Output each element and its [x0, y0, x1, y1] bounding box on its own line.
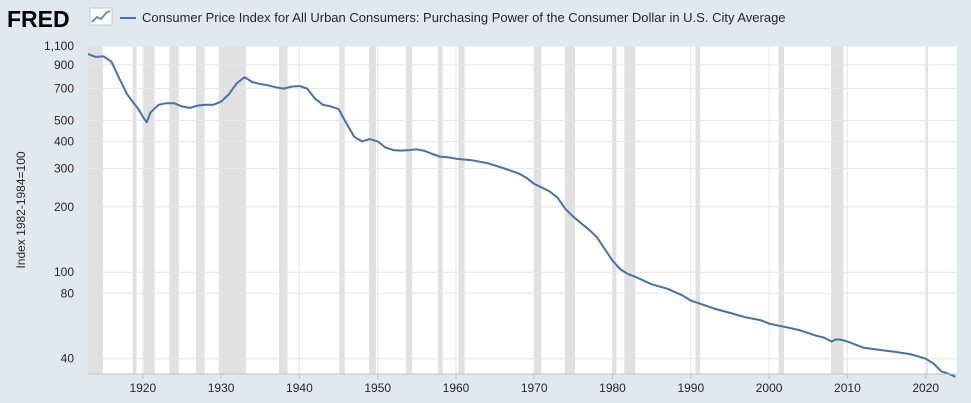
x-tick-label: 1950 [364, 381, 391, 395]
series-layer [87, 53, 956, 378]
fred-logo[interactable]: FRED [7, 6, 70, 32]
recession-band-13 [564, 46, 575, 374]
recession-band-6 [279, 46, 288, 374]
recession-band-16 [695, 46, 701, 374]
y-axis-label: Index 1982-1984=100 [14, 151, 28, 268]
header: FRED Consumer Price Index for All Urban … [7, 6, 786, 32]
recession-band-0 [88, 46, 103, 374]
x-tick-label: 1980 [599, 381, 626, 395]
plot-area [88, 46, 957, 374]
recession-band-17 [778, 46, 784, 374]
x-tick-label: 1990 [677, 381, 704, 395]
grid-lines [88, 45, 957, 374]
y-axis-ticks: 1,100 900 700 500 400 300 200 100 80 40 [44, 39, 74, 366]
y-tick-label: 700 [54, 82, 74, 96]
y-tick-label: 80 [61, 286, 75, 300]
y-tick-label: 300 [54, 162, 74, 176]
recession-band-10 [437, 46, 443, 374]
recession-band-1 [132, 46, 137, 374]
y-tick-label: 200 [54, 200, 74, 214]
y-tick-label: 1,100 [44, 39, 74, 53]
recession-band-11 [458, 46, 465, 374]
recession-band-5 [218, 46, 247, 374]
y-tick-label: 500 [54, 113, 74, 127]
recession-band-8 [369, 46, 377, 374]
x-tick-label: 1930 [208, 381, 235, 395]
recession-band-4 [196, 46, 205, 374]
x-tick-label: 2000 [756, 381, 783, 395]
recession-band-2 [143, 46, 155, 374]
x-axis-ticks: 1920 1930 1940 1950 1960 1970 1980 1990 2000 2010… [129, 374, 939, 395]
recession-band-7 [339, 46, 345, 374]
y-tick-label: 900 [54, 58, 74, 72]
x-tick-label: 1960 [443, 381, 470, 395]
recession-band-19 [926, 46, 929, 374]
recession-band-14 [612, 46, 617, 374]
y-tick-label: 40 [61, 352, 75, 366]
x-tick-label: 1920 [129, 381, 156, 395]
x-tick-label: 2010 [834, 381, 861, 395]
y-tick-label: 400 [54, 134, 74, 148]
recession-shading [88, 46, 929, 374]
trend-line-icon [89, 7, 113, 26]
x-tick-label: 1940 [286, 381, 313, 395]
recession-band-3 [169, 46, 179, 374]
series-line-0[interactable] [87, 53, 956, 378]
x-tick-label: 1970 [521, 381, 548, 395]
recession-band-9 [405, 46, 413, 374]
x-tick-label: 2020 [912, 381, 939, 395]
recession-band-15 [624, 46, 636, 374]
y-tick-label: 100 [54, 265, 74, 279]
recession-band-18 [831, 46, 844, 374]
recession-band-12 [533, 46, 542, 374]
legend-label[interactable]: Consumer Price Index for All Urban Consu… [142, 10, 786, 25]
